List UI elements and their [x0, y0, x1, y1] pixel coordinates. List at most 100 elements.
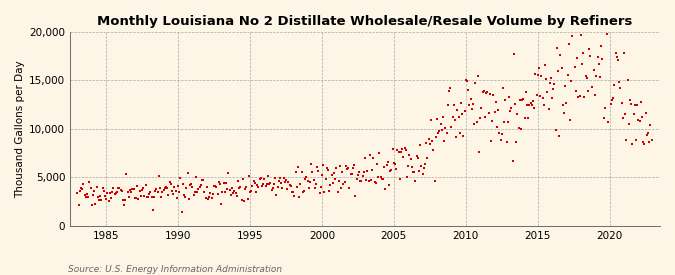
Point: [120, 198, 131, 202]
Point: [410, 178, 421, 183]
Point: [179, 193, 190, 197]
Point: [157, 190, 168, 194]
Point: [579, 95, 590, 100]
Point: [541, 76, 551, 81]
Point: [315, 185, 326, 189]
Point: [421, 141, 431, 145]
Point: [156, 195, 167, 199]
Point: [272, 185, 283, 189]
Point: [428, 148, 439, 152]
Point: [516, 127, 526, 131]
Point: [547, 96, 558, 100]
Point: [502, 120, 513, 125]
Point: [331, 166, 342, 170]
Point: [496, 132, 507, 137]
Point: [117, 198, 128, 202]
Point: [244, 174, 254, 178]
Point: [146, 195, 157, 199]
Point: [252, 183, 263, 188]
Point: [548, 87, 559, 92]
Point: [383, 160, 394, 164]
Point: [519, 116, 530, 120]
Point: [148, 195, 159, 199]
Point: [284, 183, 295, 187]
Point: [485, 92, 495, 96]
Point: [258, 182, 269, 186]
Point: [111, 189, 122, 194]
Point: [431, 116, 442, 121]
Point: [229, 189, 240, 193]
Point: [357, 174, 368, 178]
Point: [403, 163, 414, 168]
Point: [356, 179, 367, 183]
Point: [482, 90, 493, 95]
Point: [294, 195, 304, 199]
Point: [232, 193, 242, 198]
Point: [102, 191, 113, 195]
Point: [612, 55, 622, 59]
Point: [558, 103, 568, 107]
Point: [489, 110, 500, 115]
Point: [145, 189, 156, 194]
Point: [471, 120, 482, 124]
Point: [136, 194, 146, 198]
Point: [126, 190, 137, 195]
Point: [522, 116, 533, 120]
Point: [451, 135, 462, 139]
Point: [298, 189, 309, 194]
Point: [529, 106, 539, 110]
Point: [271, 192, 281, 197]
Point: [306, 162, 317, 166]
Point: [281, 178, 292, 182]
Point: [377, 177, 387, 181]
Point: [153, 173, 164, 178]
Point: [115, 188, 126, 192]
Point: [289, 193, 300, 198]
Point: [591, 73, 602, 78]
Point: [537, 96, 548, 100]
Point: [632, 103, 643, 107]
Point: [435, 122, 446, 127]
Point: [583, 89, 593, 93]
Point: [526, 103, 537, 108]
Point: [639, 142, 650, 146]
Point: [454, 131, 465, 135]
Point: [448, 115, 458, 120]
Point: [553, 69, 564, 73]
Point: [596, 44, 607, 48]
Point: [196, 178, 207, 182]
Point: [168, 192, 179, 196]
Point: [317, 173, 327, 177]
Point: [504, 95, 514, 99]
Point: [105, 196, 116, 200]
Point: [242, 197, 253, 201]
Point: [383, 183, 394, 187]
Point: [234, 186, 244, 190]
Point: [490, 100, 501, 104]
Point: [549, 82, 560, 87]
Point: [127, 187, 138, 191]
Y-axis label: Thousand Gallons per Day: Thousand Gallons per Day: [15, 60, 25, 198]
Point: [396, 150, 406, 154]
Point: [122, 190, 133, 195]
Point: [439, 138, 450, 143]
Point: [227, 191, 238, 196]
Point: [630, 138, 641, 142]
Point: [212, 192, 223, 197]
Point: [180, 195, 190, 200]
Point: [265, 181, 276, 185]
Point: [110, 191, 121, 195]
Point: [531, 93, 542, 98]
Point: [570, 89, 581, 94]
Point: [406, 165, 417, 169]
Point: [253, 185, 264, 189]
Point: [108, 186, 119, 190]
Point: [543, 107, 554, 111]
Point: [324, 189, 335, 193]
Point: [584, 47, 595, 51]
Point: [508, 52, 519, 56]
Point: [466, 107, 477, 111]
Point: [193, 187, 204, 191]
Point: [624, 98, 635, 102]
Point: [360, 156, 371, 161]
